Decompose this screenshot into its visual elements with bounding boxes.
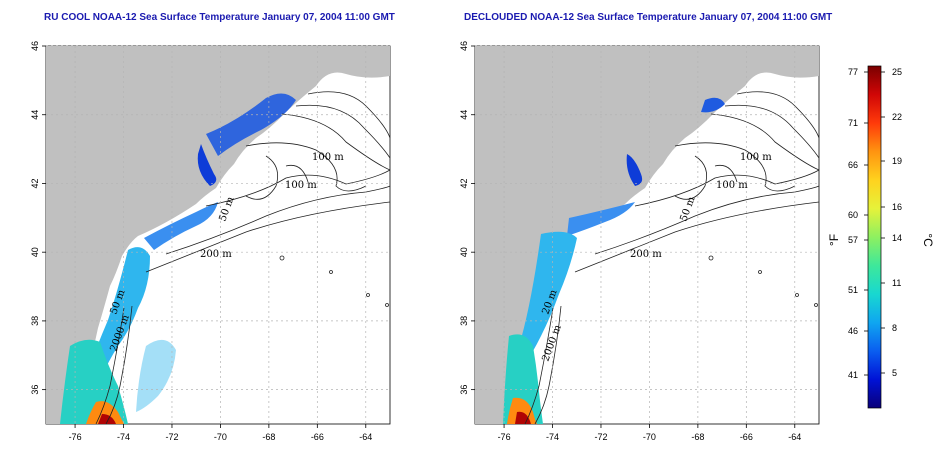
x-tick-label: -66: [311, 432, 324, 442]
x-tick-label: -68: [691, 432, 704, 442]
x-tick-label: -74: [117, 432, 130, 442]
left-axes: -76 -74 -72 -70 -68 -66 -64 36 38 40 42 44 46: [30, 41, 372, 442]
colorbar-f-tick-label: 46: [848, 326, 858, 336]
right-gridlines: [475, 45, 819, 424]
x-tick-label: -74: [546, 432, 559, 442]
colorbar-celsius-ticks: 25 22 19 16 14 11 8 5: [881, 67, 902, 378]
right-sst-nova-scotia: [626, 154, 643, 186]
colorbar-f-tick-label: 41: [848, 370, 858, 380]
colorbar-f-tick-label: 77: [848, 67, 858, 77]
left-sst-gulf-maine: [206, 93, 296, 156]
left-sst-speckle: [136, 339, 176, 412]
colorbar-fahrenheit-label: °F: [827, 234, 841, 246]
x-tick-label: -76: [498, 432, 511, 442]
left-map-panel: [45, 45, 391, 425]
colorbar-f-tick-label: 66: [848, 160, 858, 170]
left-sst-new-england: [144, 202, 218, 250]
colorbar-f-tick-label: 60: [848, 210, 858, 220]
x-tick-label: -66: [740, 432, 753, 442]
left-sst-gulf-stream-warm: [86, 401, 124, 424]
colorbar-c-tick-label: 25: [892, 67, 902, 77]
contour-label: 200 m: [630, 249, 662, 260]
contour-label: 100 m: [312, 152, 344, 163]
right-sst-gulf-maine: [701, 97, 725, 113]
colorbar-f-tick-label: 71: [848, 118, 858, 128]
colorbar-celsius-label: °C: [921, 233, 935, 247]
y-tick-label: 42: [459, 178, 469, 188]
right-sst-gulf-stream-warm: [507, 397, 537, 424]
right-axes: -76 -74 -72 -70 -68 -66 -64 36 38 40 42 44 46: [459, 41, 801, 442]
right-sst-mid-atlantic: [519, 231, 577, 364]
contour-label: 100 m: [740, 152, 772, 163]
left-sst-cape-hatteras: [60, 339, 128, 424]
x-tick-label: -70: [214, 432, 227, 442]
colorbar-bar: [867, 65, 882, 409]
left-sst-nova-scotia: [197, 144, 217, 186]
left-sst-overlay: [60, 93, 296, 424]
colorbar-c-tick-label: 22: [892, 112, 902, 122]
contour-label: 100 m: [285, 180, 317, 191]
y-tick-label: 40: [30, 247, 40, 257]
x-tick-label: -68: [262, 432, 275, 442]
colorbar-f-tick-label: 51: [848, 285, 858, 295]
x-tick-label: -64: [359, 432, 372, 442]
x-tick-label: -70: [643, 432, 656, 442]
right-panel-title: DECLOUDED NOAA-12 Sea Surface Temperatur…: [464, 12, 833, 23]
left-sst-gulf-stream-hot: [98, 414, 116, 424]
y-tick-label: 40: [459, 247, 469, 257]
right-sst-overlay: [503, 97, 725, 424]
y-tick-label: 44: [459, 110, 469, 120]
y-tick-label: 36: [30, 385, 40, 395]
colorbar-fahrenheit-ticks: 77 71 66 60 57 51 46 41: [848, 67, 868, 380]
x-tick-label: -64: [788, 432, 801, 442]
x-tick-label: -72: [594, 432, 607, 442]
y-tick-label: 38: [30, 316, 40, 326]
y-tick-label: 42: [30, 178, 40, 188]
x-tick-label: -72: [165, 432, 178, 442]
y-tick-label: 46: [30, 41, 40, 51]
colorbar-c-tick-label: 8: [892, 323, 897, 333]
left-gridlines: [46, 45, 390, 424]
right-sst-gulf-stream-hot: [515, 411, 531, 424]
y-tick-label: 44: [30, 110, 40, 120]
colorbar-c-tick-label: 11: [892, 278, 901, 288]
contour-label: 200 m: [200, 249, 232, 260]
colorbar-c-tick-label: 16: [892, 202, 902, 212]
colorbar-f-tick-label: 57: [848, 235, 858, 245]
y-tick-label: 38: [459, 316, 469, 326]
colorbar-c-tick-label: 19: [892, 156, 902, 166]
colorbar-c-tick-label: 14: [892, 233, 902, 243]
contour-label: 100 m: [716, 180, 748, 191]
colorbar: 77 71 66 60 57 51 46 41 25 22 19 16 14 11 8 5 °F °C: [827, 65, 935, 409]
colorbar-c-tick-label: 5: [892, 368, 897, 378]
x-tick-label: -76: [69, 432, 82, 442]
right-sst-new-england: [567, 202, 635, 236]
y-tick-label: 46: [459, 41, 469, 51]
right-map-panel: [474, 45, 820, 425]
left-sst-mid-atlantic: [86, 247, 150, 376]
y-tick-label: 36: [459, 385, 469, 395]
left-panel-title: RU COOL NOAA-12 Sea Surface Temperature …: [44, 12, 395, 23]
